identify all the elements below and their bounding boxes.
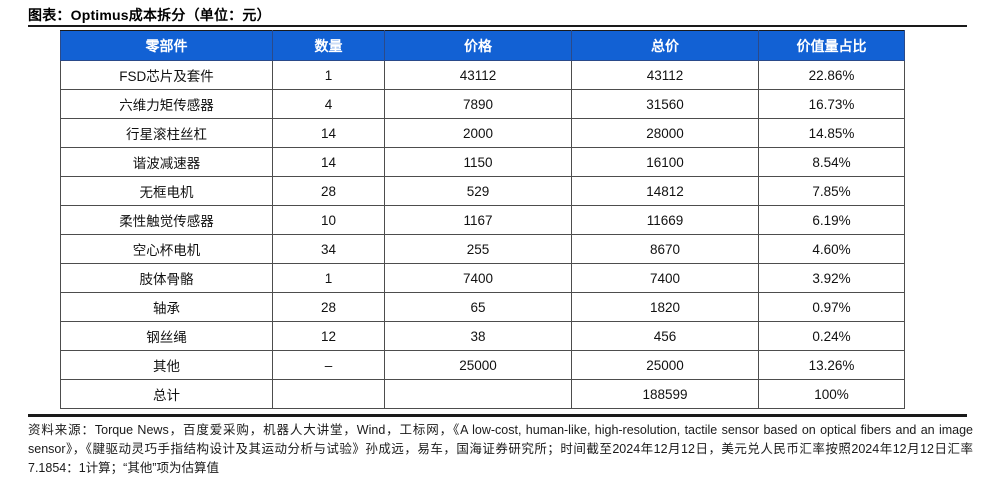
- table-row: 总计 188599 100%: [60, 379, 905, 409]
- value-cell: 1: [272, 263, 385, 293]
- value-cell: 43112: [384, 60, 572, 90]
- table-row: FSD芯片及套件 1 43112 43112 22.86%: [60, 60, 905, 90]
- table-header-row: 零部件 数量 价格 总价 价值量占比: [60, 30, 905, 61]
- table-row: 轴承 28 65 1820 0.97%: [60, 292, 905, 322]
- table-row: 肢体骨骼 1 7400 7400 3.92%: [60, 263, 905, 293]
- value-cell: 11669: [571, 205, 759, 235]
- value-cell: 14812: [571, 176, 759, 206]
- value-cell: 14: [272, 118, 385, 148]
- exhibit-title: 图表：Optimus成本拆分（单位：元）: [28, 7, 271, 23]
- value-cell: 43112: [571, 60, 759, 90]
- top-rule: [28, 25, 967, 27]
- component-cell: 肢体骨骼: [60, 263, 273, 293]
- value-cell: 34: [272, 234, 385, 264]
- component-cell: 无框电机: [60, 176, 273, 206]
- value-cell: 13.26%: [758, 350, 905, 380]
- table-row: 其他 –25000 25000 13.26%: [60, 350, 905, 380]
- value-cell: 7890: [384, 89, 572, 119]
- value-cell: 25000: [384, 350, 572, 380]
- value-cell: 100%: [758, 379, 905, 409]
- value-cell: 2000: [384, 118, 572, 148]
- source-note: 资料来源：Torque News，百度爱采购，机器人大讲堂，Wind，工标网，《…: [28, 423, 973, 475]
- value-cell: 1: [272, 60, 385, 90]
- column-header-0: 零部件: [60, 30, 273, 61]
- table-row: 六维力矩传感器 4 7890 31560 16.73%: [60, 89, 905, 119]
- table-row: 柔性触觉传感器 10 1167 11669 6.19%: [60, 205, 905, 235]
- value-cell: 0.24%: [758, 321, 905, 351]
- value-cell: 255: [384, 234, 572, 264]
- value-cell: 28: [272, 176, 385, 206]
- value-cell: 7400: [384, 263, 572, 293]
- value-cell: [384, 379, 572, 409]
- component-cell: 谐波减速器: [60, 147, 273, 177]
- bottom-rule: [28, 414, 967, 417]
- value-cell: [272, 379, 385, 409]
- value-cell: 16.73%: [758, 89, 905, 119]
- value-cell: –: [272, 350, 385, 380]
- value-cell: 14: [272, 147, 385, 177]
- component-cell: 空心杯电机: [60, 234, 273, 264]
- component-cell: 行星滚柱丝杠: [60, 118, 273, 148]
- value-cell: 8670: [571, 234, 759, 264]
- value-cell: 4.60%: [758, 234, 905, 264]
- value-cell: 38: [384, 321, 572, 351]
- value-cell: 7.85%: [758, 176, 905, 206]
- value-cell: 6.19%: [758, 205, 905, 235]
- value-cell: 1150: [384, 147, 572, 177]
- value-cell: 188599: [571, 379, 759, 409]
- value-cell: 1820: [571, 292, 759, 322]
- table-row: 空心杯电机 34 255 8670 4.60%: [60, 234, 905, 264]
- value-cell: 16100: [571, 147, 759, 177]
- value-cell: 10: [272, 205, 385, 235]
- component-cell: 六维力矩传感器: [60, 89, 273, 119]
- value-cell: 3.92%: [758, 263, 905, 293]
- value-cell: 12: [272, 321, 385, 351]
- table-row: 行星滚柱丝杠 14 2000 28000 14.85%: [60, 118, 905, 148]
- component-cell: 柔性触觉传感器: [60, 205, 273, 235]
- value-cell: 22.86%: [758, 60, 905, 90]
- value-cell: 28: [272, 292, 385, 322]
- value-cell: 25000: [571, 350, 759, 380]
- table-body: FSD芯片及套件 1 43112 43112 22.86% 六维力矩传感器 4 7890 315…: [60, 60, 905, 409]
- value-cell: 65: [384, 292, 572, 322]
- component-cell: FSD芯片及套件: [60, 60, 273, 90]
- table-row: 钢丝绳 12 38 456 0.24%: [60, 321, 905, 351]
- column-header-3: 总价: [571, 30, 759, 61]
- component-cell: 其他: [60, 350, 273, 380]
- value-cell: 31560: [571, 89, 759, 119]
- column-header-4: 价值量占比: [758, 30, 905, 61]
- table-row: 谐波减速器 14 1150 16100 8.54%: [60, 147, 905, 177]
- column-header-1: 数量: [272, 30, 385, 61]
- component-cell: 钢丝绳: [60, 321, 273, 351]
- value-cell: 456: [571, 321, 759, 351]
- component-cell: 总计: [60, 379, 273, 409]
- component-cell: 轴承: [60, 292, 273, 322]
- value-cell: 28000: [571, 118, 759, 148]
- value-cell: 4: [272, 89, 385, 119]
- value-cell: 14.85%: [758, 118, 905, 148]
- value-cell: 0.97%: [758, 292, 905, 322]
- cost-breakdown-table: 零部件 数量 价格 总价 价值量占比 FSD芯片及套件 1 43112 43112 22.86%…: [60, 30, 905, 409]
- column-header-2: 价格: [384, 30, 572, 61]
- value-cell: 529: [384, 176, 572, 206]
- value-cell: 8.54%: [758, 147, 905, 177]
- value-cell: 7400: [571, 263, 759, 293]
- value-cell: 1167: [384, 205, 572, 235]
- table-row: 无框电机 28 529 14812 7.85%: [60, 176, 905, 206]
